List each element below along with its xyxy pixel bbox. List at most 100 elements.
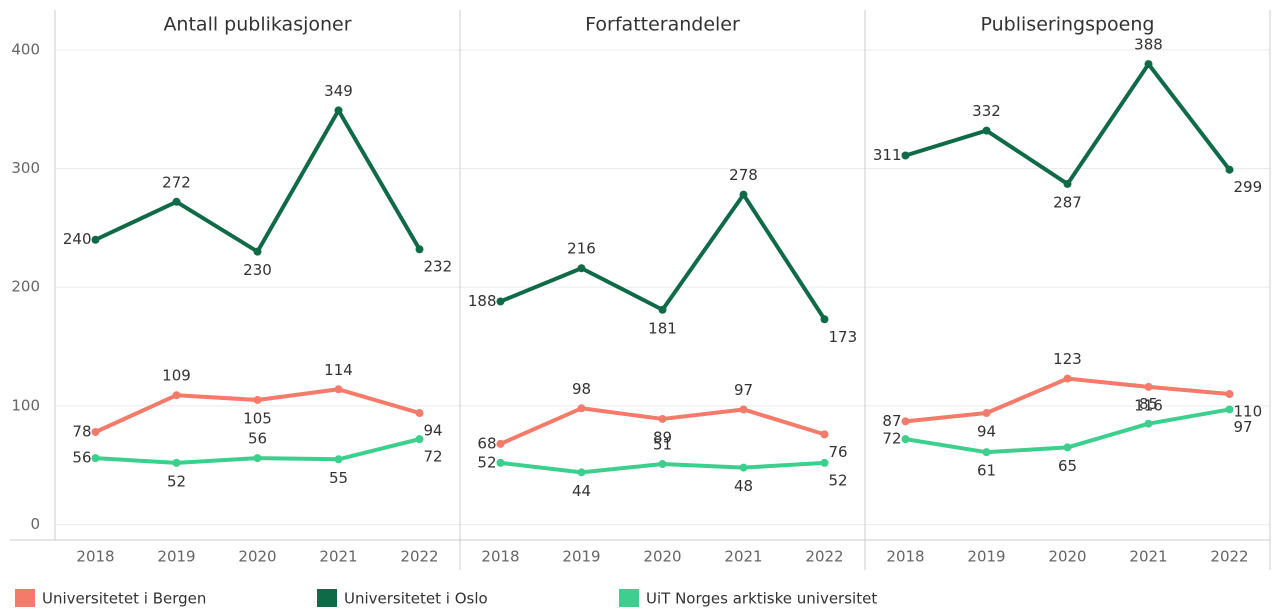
data-label: 216: [567, 240, 596, 258]
data-point: [253, 247, 262, 256]
data-label: 232: [424, 258, 453, 276]
panel-title: Antall publikasjoner: [163, 14, 351, 36]
data-label: 72: [424, 448, 443, 466]
data-point: [253, 454, 262, 463]
data-label: 72: [882, 430, 901, 448]
data-label: 52: [829, 471, 848, 489]
data-point: [1063, 443, 1072, 452]
data-point: [496, 297, 505, 306]
data-label: 55: [329, 469, 348, 487]
data-point: [1144, 419, 1153, 428]
data-point: [415, 409, 424, 418]
x-tick-label: 2022: [805, 548, 843, 566]
data-label: 85: [1139, 395, 1158, 413]
x-tick-label: 2021: [319, 548, 357, 566]
data-point: [820, 458, 829, 467]
data-label: 109: [162, 367, 191, 385]
series-line: [94, 108, 422, 254]
data-label: 97: [734, 381, 753, 399]
data-label: 230: [243, 261, 272, 279]
data-label: 44: [572, 482, 591, 500]
data-label: 48: [734, 477, 753, 495]
x-tick-label: 2018: [481, 548, 519, 566]
data-label: 240: [63, 230, 92, 248]
data-point: [172, 458, 181, 467]
series-line: [905, 376, 1230, 424]
data-label: 56: [248, 430, 267, 448]
y-tick-label: 400: [11, 40, 40, 58]
data-label: 287: [1053, 193, 1082, 211]
data-label: 311: [873, 146, 902, 164]
data-label: 65: [1058, 457, 1077, 475]
panel-title: Forfatterandeler: [585, 14, 740, 36]
data-point: [577, 264, 586, 273]
legend-label: UiT Norges arktiske universitet: [646, 590, 877, 608]
legend-swatch: [317, 589, 337, 607]
data-label: 78: [72, 423, 91, 441]
x-tick-label: 2018: [76, 548, 114, 566]
data-label: 181: [648, 319, 677, 337]
data-point: [1063, 374, 1072, 383]
y-tick-label: 100: [11, 396, 40, 414]
legend-swatch: [15, 589, 35, 607]
data-label: 272: [162, 173, 191, 191]
y-tick-label: 200: [11, 278, 40, 296]
data-label: 299: [1234, 178, 1263, 196]
data-label: 349: [324, 82, 353, 100]
data-point: [334, 106, 343, 115]
data-point: [1225, 405, 1234, 414]
panel-title: Publiseringspoeng: [981, 14, 1155, 36]
data-label: 68: [477, 434, 496, 452]
data-point: [91, 428, 100, 437]
x-tick-label: 2020: [238, 548, 276, 566]
data-point: [334, 455, 343, 464]
data-point: [658, 460, 667, 469]
data-point: [739, 190, 748, 199]
x-tick-label: 2022: [1210, 548, 1248, 566]
data-point: [1144, 382, 1153, 391]
data-label: 51: [653, 436, 672, 454]
data-point: [91, 454, 100, 463]
data-label: 114: [324, 361, 353, 379]
data-point: [1063, 179, 1072, 188]
data-point: [901, 417, 910, 426]
data-label: 173: [829, 328, 858, 346]
x-tick-label: 2022: [400, 548, 438, 566]
data-label: 56: [72, 449, 91, 467]
data-point: [1225, 390, 1234, 399]
data-point: [496, 439, 505, 448]
data-label: 110: [1234, 403, 1263, 421]
data-label: 105: [243, 409, 272, 427]
data-point: [739, 463, 748, 472]
data-point: [1144, 60, 1153, 69]
data-point: [982, 409, 991, 418]
data-label: 87: [882, 412, 901, 430]
data-point: [172, 197, 181, 206]
data-label: 52: [167, 472, 186, 490]
y-tick-label: 300: [11, 159, 40, 177]
x-tick-label: 2018: [886, 548, 924, 566]
data-label: 94: [977, 423, 996, 441]
legend-label: Universitetet i Oslo: [344, 590, 488, 608]
data-label: 123: [1053, 350, 1082, 368]
data-label: 94: [424, 422, 443, 440]
data-point: [577, 404, 586, 413]
data-point: [496, 458, 505, 467]
data-point: [253, 395, 262, 404]
data-point: [658, 305, 667, 314]
x-tick-label: 2019: [157, 548, 195, 566]
data-point: [739, 405, 748, 414]
x-tick-label: 2019: [562, 548, 600, 566]
x-tick-label: 2020: [643, 548, 681, 566]
data-point: [982, 448, 991, 457]
data-point: [901, 435, 910, 444]
data-label: 98: [572, 380, 591, 398]
data-point: [172, 391, 181, 400]
data-point: [91, 235, 100, 244]
data-label: 388: [1134, 36, 1163, 54]
data-point: [1225, 165, 1234, 174]
legend-label: Universitetet i Bergen: [42, 590, 206, 608]
data-point: [415, 245, 424, 254]
data-point: [820, 430, 829, 439]
series-line: [499, 192, 827, 321]
